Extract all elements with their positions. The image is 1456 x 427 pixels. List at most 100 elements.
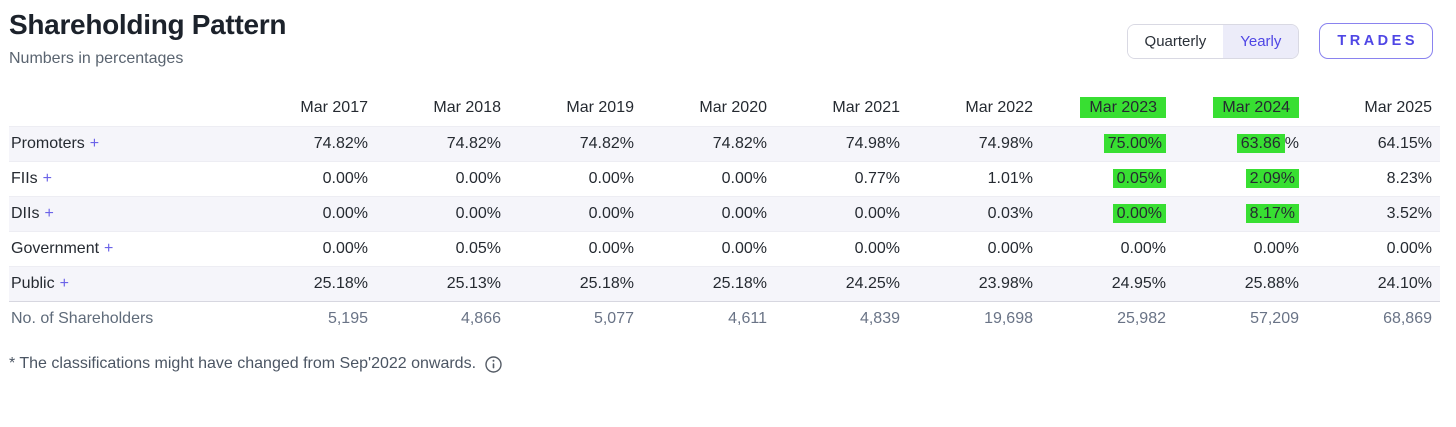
column-header-mar-2018: Mar 2018	[376, 91, 509, 127]
row-label-cell: No. of Shareholders	[9, 302, 243, 337]
table-row-fiis: FIIs +0.00% 0.00% 0.00% 0.00% 0.77% 1.01% 0.05%…	[9, 161, 1440, 197]
data-cell: 0.00%	[854, 205, 900, 222]
highlighted-value: 0.00%	[1112, 204, 1166, 223]
header-controls: Quarterly Yearly TRADES	[1126, 23, 1433, 59]
shareholding-pattern-section: Shareholding Pattern Numbers in percenta…	[9, 0, 1440, 373]
classification-note-text: * The classifications might have changed…	[9, 355, 477, 372]
column-header-mar-2019: Mar 2019	[509, 91, 642, 127]
column-header-label: Mar 2025	[1364, 99, 1432, 116]
shareholding-table: Mar 2017 Mar 2018 Mar 2019 Mar 2020 Mar 2021…	[9, 91, 1440, 336]
data-cell: 8.17%	[1174, 197, 1307, 232]
data-cell: 74.82%	[579, 135, 634, 152]
data-cell: 0.00%	[322, 205, 368, 222]
trades-button[interactable]: TRADES	[1319, 23, 1433, 59]
data-cell: 0.00%	[588, 170, 634, 187]
data-cell: 25.88%	[1244, 275, 1299, 292]
data-cell: 25.18%	[579, 275, 634, 292]
info-icon[interactable]	[485, 355, 502, 373]
expand-row-button[interactable]: +	[104, 240, 114, 257]
data-cell: 0.03%	[987, 205, 1033, 222]
data-cell: 4,839	[859, 310, 900, 327]
data-cell: 0.00%	[721, 205, 767, 222]
data-cell: 0.00%	[1041, 197, 1174, 232]
data-cell: 19,698	[984, 310, 1033, 327]
table-row-promoters: Promoters +74.82% 74.82% 74.82% 74.82% 74.98%…	[9, 126, 1440, 162]
column-header-mar-2017: Mar 2017	[243, 91, 376, 127]
row-label-cell: DIIs +	[9, 197, 243, 232]
column-header-label: Mar 2021	[832, 99, 900, 116]
row-label: Government	[11, 240, 100, 257]
column-header-mar-2024: Mar 2024	[1174, 91, 1307, 127]
highlighted-value: 8.17%	[1245, 204, 1299, 223]
highlighted-value: 63.86	[1236, 134, 1285, 153]
row-label: Public	[11, 275, 55, 292]
section-header: Shareholding Pattern Numbers in percenta…	[9, 0, 1440, 68]
expand-row-button[interactable]: +	[42, 170, 53, 187]
data-cell: 0.00%	[588, 205, 634, 222]
data-cell: 4,611	[728, 310, 767, 327]
data-cell: 0.00%	[1253, 240, 1299, 257]
table-head: Mar 2017 Mar 2018 Mar 2019 Mar 2020 Mar 2021…	[9, 91, 1440, 127]
data-cell: 0.00%	[322, 170, 368, 187]
table-body: Promoters +74.82% 74.82% 74.82% 74.82% 74.98%…	[9, 126, 1440, 337]
data-cell: 24.95%	[1111, 275, 1166, 292]
value-suffix: %	[1284, 135, 1299, 152]
data-cell: 74.98%	[978, 135, 1033, 152]
data-cell: 74.82%	[712, 135, 767, 152]
column-header-empty	[9, 91, 243, 127]
table-row-government: Government +0.00% 0.05% 0.00% 0.00% 0.00% 0.00…	[9, 231, 1440, 267]
data-cell: 74.98%	[845, 135, 900, 152]
data-cell: 8.23%	[1386, 170, 1432, 187]
data-cell: 0.00%	[987, 240, 1033, 257]
column-header-mar-2021: Mar 2021	[775, 91, 908, 127]
data-cell: 24.10%	[1377, 275, 1432, 292]
data-cell: 0.00%	[455, 170, 501, 187]
row-label: DIIs	[11, 205, 40, 222]
row-label-cell: Public +	[9, 267, 243, 302]
data-cell: 0.00%	[1386, 240, 1432, 257]
data-cell: 0.00%	[1120, 240, 1166, 257]
period-toggle: Quarterly Yearly	[1126, 23, 1300, 59]
row-label-cell: Government +	[9, 232, 243, 267]
data-cell: 0.05%	[455, 240, 501, 257]
expand-row-button[interactable]: +	[89, 135, 100, 152]
data-cell: 64.15%	[1377, 135, 1432, 152]
data-cell: 3.52%	[1386, 205, 1432, 222]
data-cell: 5,195	[327, 310, 368, 327]
table-row-no-of-shareholders: No. of Shareholders 5,195 4,866 5,077 4,611 4…	[9, 301, 1440, 337]
column-header-mar-2022: Mar 2022	[908, 91, 1041, 127]
data-cell: 4,866	[460, 310, 501, 327]
toggle-yearly[interactable]: Yearly	[1223, 24, 1299, 58]
data-cell: 0.77%	[854, 170, 900, 187]
data-cell: 25.13%	[446, 275, 501, 292]
data-cell: 0.00%	[721, 240, 767, 257]
data-cell: 74.82%	[446, 135, 501, 152]
expand-row-button[interactable]: +	[59, 275, 69, 292]
data-cell: 25.18%	[313, 275, 368, 292]
data-cell: 75.00%	[1041, 127, 1174, 162]
classification-note: * The classifications might have changed…	[9, 355, 1440, 373]
data-cell: 0.00%	[721, 170, 767, 187]
column-header-label: Mar 2019	[566, 99, 634, 116]
data-cell: 5,077	[593, 310, 634, 327]
column-header-label: Mar 2022	[965, 99, 1033, 116]
row-label-cell: FIIs +	[9, 162, 243, 197]
data-cell: 68,869	[1383, 310, 1432, 327]
table-row-public: Public +25.18% 25.13% 25.18% 25.18% 24.25% 23.…	[9, 266, 1440, 302]
data-cell: 2.09%	[1174, 162, 1307, 197]
data-cell: 0.00%	[854, 240, 900, 257]
row-label: Promoters	[11, 135, 85, 152]
data-cell: 25,982	[1117, 310, 1166, 327]
data-cell: 63.86%	[1174, 127, 1307, 162]
expand-row-button[interactable]: +	[44, 205, 54, 222]
highlighted-value: 2.09%	[1245, 169, 1299, 188]
highlighted-value: 0.05%	[1112, 169, 1166, 188]
page-title: Shareholding Pattern	[9, 9, 287, 40]
column-header-label: Mar 2017	[300, 99, 368, 116]
row-label: FIIs	[11, 170, 38, 187]
data-cell: 0.00%	[322, 240, 368, 257]
data-cell: 57,209	[1250, 310, 1299, 327]
toggle-quarterly[interactable]: Quarterly	[1127, 24, 1224, 58]
data-cell: 74.82%	[313, 135, 368, 152]
column-header-mar-2020: Mar 2020	[642, 91, 775, 127]
